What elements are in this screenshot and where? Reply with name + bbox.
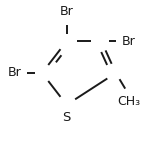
Text: Br: Br xyxy=(60,5,74,18)
Text: CH₃: CH₃ xyxy=(117,95,140,108)
Text: S: S xyxy=(62,111,71,124)
Text: Br: Br xyxy=(8,66,22,80)
Text: Br: Br xyxy=(122,35,135,48)
